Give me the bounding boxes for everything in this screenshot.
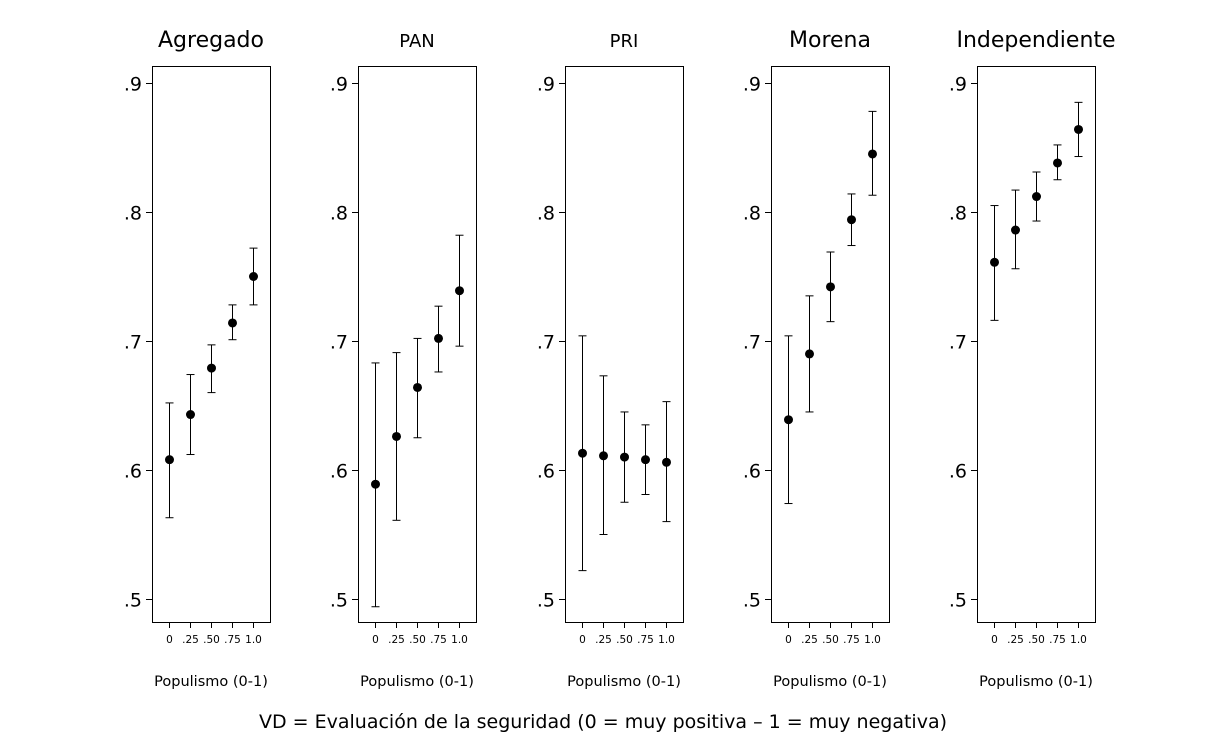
data-point — [186, 410, 195, 420]
y-tick-label: .8 — [949, 203, 967, 225]
y-tick-label: .7 — [330, 332, 348, 354]
y-tick-label: .5 — [949, 590, 967, 612]
x-axis-label: Populismo (0-1) — [154, 674, 268, 690]
panel-title: PAN — [399, 31, 434, 52]
data-point — [371, 479, 380, 489]
data-point — [434, 333, 443, 343]
x-tick-label: .25 — [1007, 634, 1024, 646]
y-tick-label: .5 — [330, 590, 348, 612]
x-tick-label: 0 — [991, 634, 998, 646]
y-tick-label: .8 — [330, 203, 348, 225]
x-tick-label: 1.0 — [658, 634, 675, 646]
data-point — [847, 215, 856, 225]
y-tick-label: .8 — [743, 203, 761, 225]
data-point — [228, 318, 237, 328]
y-tick-label: .6 — [124, 461, 142, 483]
panel-title: PRI — [610, 31, 639, 52]
y-tick-label: .6 — [330, 461, 348, 483]
x-tick-label: 0 — [166, 634, 173, 646]
y-tick-label: .7 — [949, 332, 967, 354]
data-point — [784, 415, 793, 425]
y-tick-label: .5 — [124, 590, 142, 612]
y-tick-label: .9 — [330, 74, 348, 96]
panel-agregado: Agregado.9.8.7.6.50.25.50.75 1.0Populismo… — [124, 28, 271, 690]
y-tick-label: .9 — [949, 74, 967, 96]
x-tick-label: .50 — [616, 634, 633, 646]
y-tick-label: .6 — [743, 461, 761, 483]
data-point — [641, 455, 650, 465]
data-point — [599, 451, 608, 461]
x-tick-label: .50 — [1028, 634, 1045, 646]
y-tick-label: .5 — [743, 590, 761, 612]
panel-title: Independiente — [956, 28, 1115, 53]
x-axis-label: Populismo (0-1) — [773, 674, 887, 690]
data-point — [249, 272, 258, 281]
x-tick-label: 0 — [372, 634, 379, 646]
data-point — [1032, 192, 1041, 202]
y-tick-label: .9 — [537, 74, 555, 96]
x-axis-label: Populismo (0-1) — [567, 674, 681, 690]
x-tick-label: .25 — [595, 634, 612, 646]
y-tick-label: .9 — [743, 74, 761, 96]
y-tick-label: .6 — [949, 461, 967, 483]
data-point — [165, 455, 174, 465]
x-tick-label: 0 — [579, 634, 586, 646]
x-tick-label: .75 — [224, 634, 241, 646]
data-point — [392, 431, 401, 441]
x-tick-label: .75 — [430, 634, 447, 646]
x-tick-label: .75 — [1049, 634, 1066, 646]
data-point — [1053, 158, 1062, 168]
y-tick-label: .7 — [743, 332, 761, 354]
panels: Agregado.9.8.7.6.50.25.50.75 1.0Populismo… — [124, 28, 1116, 690]
panel-independiente: Independiente.9.8.7.6.50.25.50.75 1.0Popu… — [949, 28, 1116, 690]
data-point — [826, 282, 835, 292]
y-tick-label: .6 — [537, 461, 555, 483]
data-point — [990, 257, 999, 267]
y-tick-label: .5 — [537, 590, 555, 612]
x-tick-label: .50 — [203, 634, 220, 646]
x-tick-label: .75 — [843, 634, 860, 646]
plot-frame — [977, 66, 1096, 623]
data-point — [413, 382, 422, 392]
figure-caption: VD = Evaluación de la seguridad (0 = muy… — [259, 711, 947, 733]
x-tick-label: 1.0 — [1070, 634, 1087, 646]
x-tick-label: 1.0 — [245, 634, 262, 646]
data-point — [662, 457, 671, 467]
x-axis-label: Populismo (0-1) — [360, 674, 474, 690]
x-tick-label: .25 — [388, 634, 405, 646]
x-tick-label: .50 — [822, 634, 839, 646]
x-tick-label: .50 — [409, 634, 426, 646]
data-point — [578, 448, 587, 458]
panel-title: Agregado — [158, 28, 264, 53]
y-tick-label: .7 — [537, 332, 555, 354]
x-axis-label: Populismo (0-1) — [979, 674, 1093, 690]
data-point — [1011, 225, 1020, 235]
data-point — [805, 349, 814, 359]
x-tick-label: 0 — [785, 634, 792, 646]
data-point — [620, 452, 629, 462]
panel-title: Morena — [789, 28, 871, 53]
y-tick-label: .8 — [124, 203, 142, 225]
x-tick-label: .25 — [182, 634, 199, 646]
x-tick-label: .25 — [801, 634, 818, 646]
y-tick-label: .8 — [537, 203, 555, 225]
data-point — [868, 149, 877, 159]
plot-frame — [565, 66, 684, 623]
y-tick-label: .9 — [124, 74, 142, 96]
x-tick-label: 1.0 — [451, 634, 468, 646]
data-point — [207, 363, 216, 373]
data-point — [455, 286, 464, 296]
y-tick-label: .7 — [124, 332, 142, 354]
x-tick-label: .75 — [637, 634, 654, 646]
data-point — [1074, 124, 1083, 134]
x-tick-label: 1.0 — [864, 634, 881, 646]
